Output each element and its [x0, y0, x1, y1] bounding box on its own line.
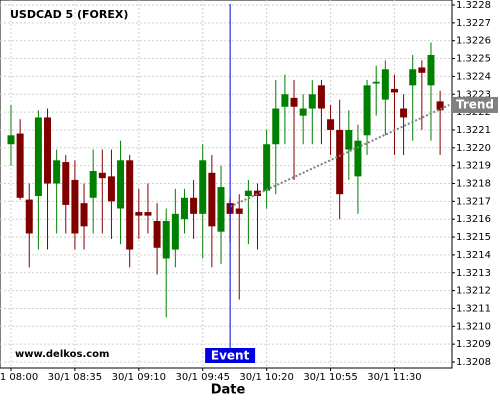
trend-label: Trend [456, 97, 494, 111]
candle-body [80, 203, 88, 227]
candle-body [34, 117, 42, 196]
x-axis-label: Date [211, 383, 246, 398]
y-tick-label: 1.3223 [456, 89, 491, 100]
watermark: www.delkos.com [15, 349, 109, 360]
candle-body [390, 88, 398, 93]
candle-body [7, 135, 15, 145]
candle-body [363, 85, 371, 136]
candle-body [16, 133, 24, 198]
candle-body [62, 162, 70, 205]
candle-body [107, 176, 115, 202]
y-tick-label: 1.3212 [456, 286, 491, 297]
candle-body [400, 108, 408, 118]
candle-body [381, 69, 389, 100]
candle-body [372, 81, 380, 84]
candle-body [409, 69, 417, 86]
candle-body [354, 140, 362, 177]
candle-body [180, 197, 188, 220]
y-tick-label: 1.3215 [456, 232, 491, 243]
x-tick-label: 30/1 08:00 [0, 372, 38, 383]
chart-title: USDCAD 5 (FOREX) [10, 8, 128, 21]
y-tick-label: 1.3213 [456, 268, 491, 279]
candle-body [290, 97, 298, 107]
y-tick-label: 1.3219 [456, 161, 491, 172]
candle-body [345, 129, 353, 150]
candle-body [44, 117, 52, 184]
candle-body [190, 197, 198, 214]
candle-body [281, 94, 289, 107]
candle-body [244, 190, 252, 196]
candle-body [25, 199, 33, 234]
candle-body [144, 212, 152, 216]
event-label: Event [211, 349, 250, 363]
y-tick-label: 1.3225 [456, 54, 491, 65]
candle-body [427, 54, 435, 86]
candle-body [89, 171, 97, 198]
candle-body [235, 208, 243, 214]
x-tick-label: 30/1 11:30 [367, 372, 421, 383]
candle-body [153, 220, 161, 248]
candle-body [199, 160, 207, 214]
candle-body [263, 144, 271, 191]
candle-body [98, 172, 106, 179]
y-tick-label: 1.3228 [456, 0, 491, 11]
x-tick-label: 30/1 08:35 [48, 372, 102, 383]
candle-body [327, 119, 335, 130]
trend-line [229, 104, 450, 208]
candle-body [336, 129, 344, 195]
x-tick-label: 30/1 10:55 [303, 372, 357, 383]
candles [7, 42, 444, 318]
candle-body [299, 108, 307, 116]
y-tick-label: 1.3217 [456, 196, 491, 207]
trend-label-box [452, 96, 498, 113]
y-tick-label: 1.3211 [456, 303, 491, 314]
candle-body [71, 179, 79, 234]
y-tick-label: 1.3216 [456, 214, 491, 225]
x-tick-label: 30/1 09:45 [176, 372, 230, 383]
candle-body [162, 220, 170, 259]
y-tick-label: 1.3209 [456, 339, 491, 350]
candle-body [53, 160, 61, 184]
candle-body [117, 160, 125, 209]
candle-body [135, 212, 143, 216]
candle-body [254, 190, 262, 196]
candle-body [272, 108, 280, 145]
y-tick-label: 1.3227 [456, 18, 491, 29]
candle-body [217, 187, 225, 232]
candle-body [418, 67, 426, 73]
candle-body [126, 160, 134, 250]
y-tick-label: 1.3208 [456, 357, 491, 368]
event-label-box [205, 348, 256, 363]
x-tick-label: 30/1 10:20 [239, 372, 293, 383]
candle-body [317, 85, 325, 109]
y-tick-label: 1.3218 [456, 179, 491, 190]
candle-body [208, 172, 216, 227]
candle-body [308, 94, 316, 109]
y-tick-label: 1.3221 [456, 125, 491, 136]
x-tick-label: 30/1 09:10 [112, 372, 166, 383]
candle-body [436, 101, 444, 111]
y-tick-label: 1.3224 [456, 71, 491, 82]
candle-body [171, 213, 179, 250]
y-tick-label: 1.3226 [456, 36, 491, 47]
y-tick-label: 1.3214 [456, 250, 491, 261]
y-tick-label: 1.3220 [456, 143, 491, 154]
y-tick-label: 1.3210 [456, 321, 491, 332]
